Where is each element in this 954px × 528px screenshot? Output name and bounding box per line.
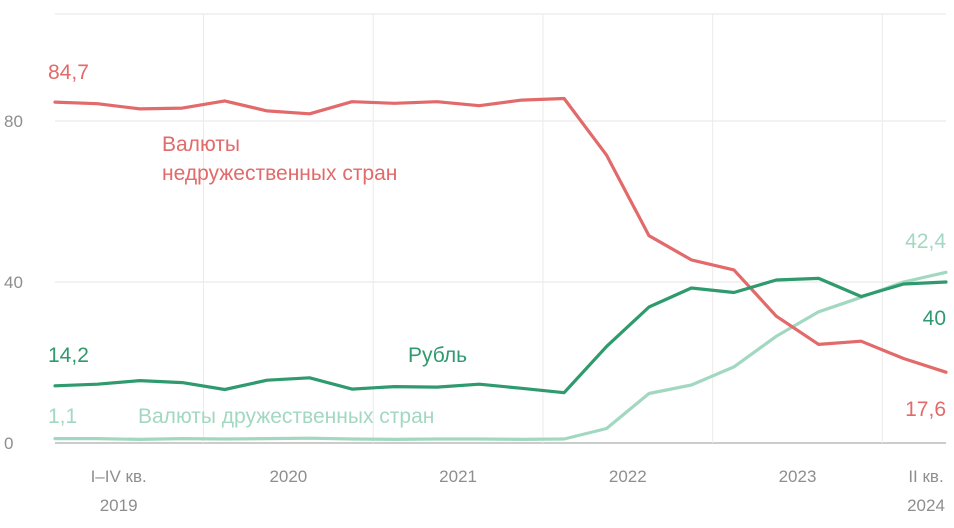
end-value-friendly: 42,4 bbox=[905, 230, 946, 253]
end-value-unfriendly: 17,6 bbox=[905, 398, 946, 421]
series-label-unfriendly-line2: недружественных стран bbox=[162, 162, 397, 185]
start-value-unfriendly: 84,7 bbox=[48, 61, 89, 84]
start-value-friendly: 1,1 bbox=[48, 405, 77, 428]
series-label-friendly: Валюты дружественных стран bbox=[138, 405, 434, 428]
x-tick-label-5: II кв. bbox=[908, 467, 943, 486]
x-tick-label-4: 2023 bbox=[779, 467, 817, 486]
series-label-ruble: Рубль bbox=[408, 344, 467, 367]
series-label-unfriendly-line1: Валюты bbox=[162, 133, 240, 156]
x-tick-label-0-year: 2019 bbox=[100, 496, 138, 515]
x-tick-label-2: 2021 bbox=[439, 467, 477, 486]
y-tick-label-0: 0 bbox=[4, 434, 13, 453]
y-tick-label-40: 40 bbox=[4, 273, 23, 292]
x-axis: I–IV кв. 2019 2020 2021 2022 2023 II кв. 2024 bbox=[91, 467, 945, 515]
x-tick-label-1: 2020 bbox=[269, 467, 307, 486]
start-value-ruble: 14,2 bbox=[48, 344, 89, 367]
gridlines bbox=[55, 14, 946, 443]
end-value-ruble: 40 bbox=[923, 307, 946, 330]
y-axis: 0 40 80 bbox=[4, 112, 23, 453]
series-line-1 bbox=[55, 278, 946, 392]
x-tick-label-3: 2022 bbox=[609, 467, 647, 486]
x-tick-label-5-year: 2024 bbox=[907, 496, 945, 515]
y-tick-label-80: 80 bbox=[4, 112, 23, 131]
x-tick-label-0: I–IV кв. bbox=[91, 467, 147, 486]
